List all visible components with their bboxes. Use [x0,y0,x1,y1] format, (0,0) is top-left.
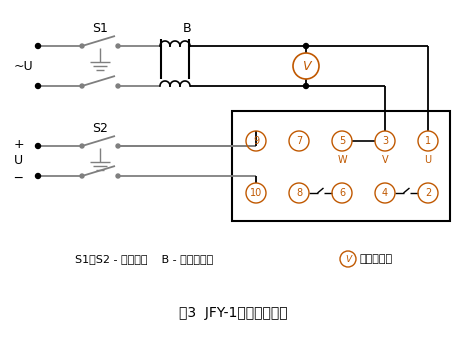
Text: ─: ─ [14,172,21,184]
Text: 交流电压表: 交流电压表 [359,254,392,264]
Circle shape [116,44,120,48]
Text: +: + [14,137,25,150]
Circle shape [80,144,84,148]
Text: S2: S2 [92,121,108,134]
Text: S1: S1 [92,21,108,34]
Text: 6: 6 [339,188,345,198]
Text: ~U: ~U [14,59,34,73]
Circle shape [116,84,120,88]
Text: W: W [337,155,347,165]
Circle shape [304,84,309,89]
Circle shape [80,84,84,88]
Text: 9: 9 [253,136,259,146]
Circle shape [35,144,41,148]
Text: 2: 2 [425,188,431,198]
Text: U: U [425,155,432,165]
Circle shape [80,44,84,48]
Circle shape [116,144,120,148]
Bar [232,111,450,221]
Text: V: V [345,254,351,264]
Text: 4: 4 [382,188,388,198]
Text: B: B [183,21,191,34]
Text: 图3  JFY-1的调试接线图: 图3 JFY-1的调试接线图 [179,306,287,320]
Text: U: U [14,154,23,167]
Circle shape [80,174,84,178]
Text: V: V [382,155,389,165]
Text: 3: 3 [382,136,388,146]
Circle shape [304,44,309,48]
Text: S1、S2 - 双刀开关    B - 单相调压器: S1、S2 - 双刀开关 B - 单相调压器 [75,254,213,264]
Circle shape [35,84,41,89]
Circle shape [293,53,319,79]
Circle shape [35,174,41,178]
Text: 8: 8 [296,188,302,198]
Text: 10: 10 [250,188,262,198]
Text: 1: 1 [425,136,431,146]
Text: V: V [302,59,310,73]
Text: 5: 5 [339,136,345,146]
Circle shape [35,44,41,48]
Circle shape [116,174,120,178]
Text: 7: 7 [296,136,302,146]
